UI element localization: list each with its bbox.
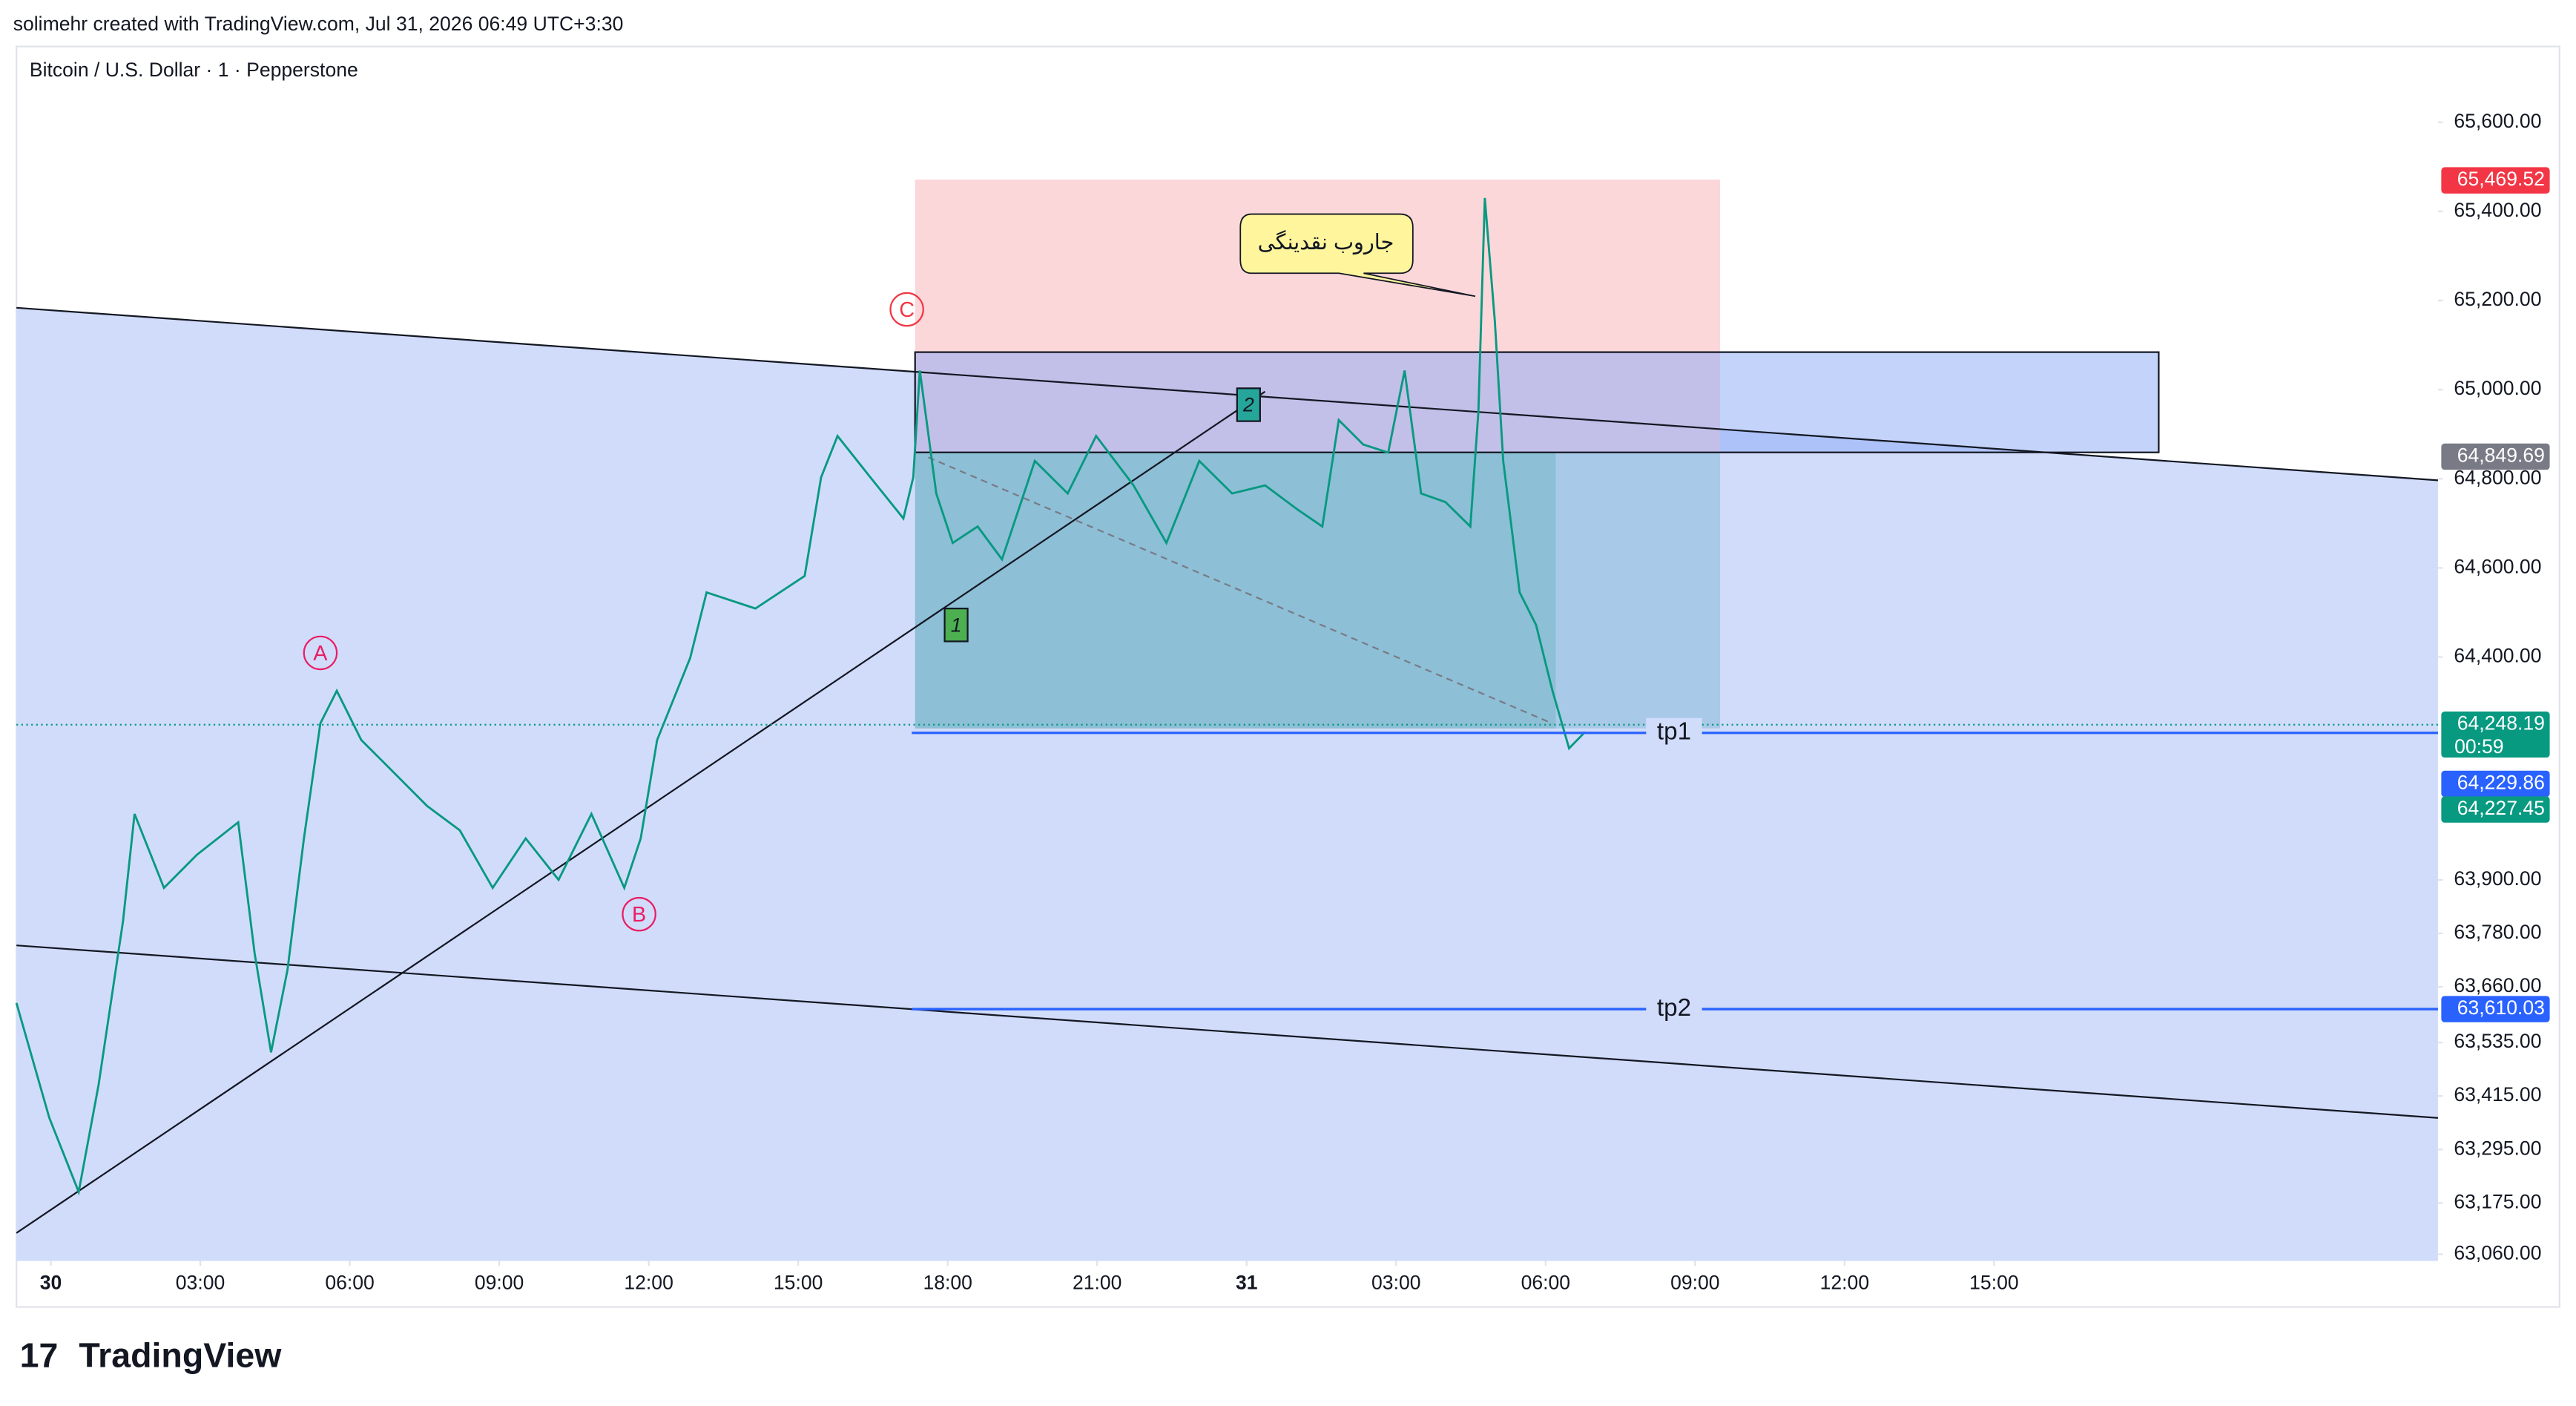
wave-label: A [313, 642, 328, 666]
x-tick-label: 30 [40, 1271, 62, 1293]
point-box [1236, 387, 1261, 422]
y-tick-label: 63,900.00 [2454, 867, 2541, 890]
x-tick-label: 12:00 [624, 1271, 673, 1293]
symbol: Bitcoin / U.S. Dollar · 1 · Pepperstone [30, 59, 358, 81]
position-zone [16, 307, 2438, 1261]
x-tick-label: 03:00 [1371, 1271, 1420, 1293]
x-tick-label: 31 [1236, 1271, 1258, 1293]
supply-box [914, 351, 2160, 453]
price-label: 65,469.52 [2457, 168, 2545, 190]
price-label-bg [2441, 712, 2550, 758]
price-label: 64,229.86 [2457, 771, 2545, 793]
y-tick-label: 64,400.00 [2454, 645, 2541, 667]
y-tick-label: 65,400.00 [2454, 199, 2541, 221]
x-tick-label: 21:00 [1073, 1271, 1121, 1293]
x-tick-label: 12:00 [1820, 1271, 1869, 1293]
x-tick-label: 06:00 [1521, 1271, 1570, 1293]
x-tick-label: 15:00 [774, 1271, 823, 1293]
credit: solimehr created with TradingView.com, J… [13, 13, 624, 35]
price-label-bg [2441, 770, 2550, 798]
logo: ⁠17 TradingView [20, 1336, 283, 1374]
wave-circle [889, 292, 924, 327]
target-label-bg [1646, 994, 1702, 1025]
y-tick-label: 65,000.00 [2454, 377, 2541, 399]
price-label-bg [2441, 796, 2550, 823]
profit-zone [1555, 452, 1721, 729]
wave-circle [622, 896, 656, 932]
callout [1239, 213, 1476, 298]
trend-line [16, 945, 2439, 1119]
trend-line [16, 390, 1266, 1234]
wave-circle [303, 635, 338, 671]
y-tick-label: 63,175.00 [2454, 1190, 2541, 1212]
y-tick-label: 65,600.00 [2454, 110, 2541, 132]
y-tick-label: 64,600.00 [2454, 555, 2541, 577]
point-label: 2 [1242, 394, 1254, 416]
price-label-bg [2441, 167, 2550, 194]
price-label-bg [2441, 443, 2550, 470]
x-tick-label: 15:00 [1969, 1271, 2018, 1293]
y-tick-label: 63,415.00 [2454, 1083, 2541, 1106]
countdown: 00:59 [2454, 735, 2503, 758]
price-label: 64,849.69 [2457, 444, 2545, 466]
callout-text: جاروب نقدینگی [1258, 230, 1394, 255]
wave-label: B [632, 903, 646, 927]
price-label: 64,248.19 [2457, 712, 2545, 735]
brand: TradingView [79, 1336, 282, 1374]
profit-fill [915, 452, 1556, 729]
x-tick-label: 09:00 [1670, 1271, 1719, 1293]
logo-mark: ⁠17 [20, 1336, 59, 1374]
price-label-bg [2441, 996, 2550, 1022]
price-line [15, 197, 1586, 1196]
target-label: tp1 [1657, 718, 1691, 746]
y-tick-label: 63,295.00 [2454, 1137, 2541, 1159]
x-tick-label: 18:00 [923, 1271, 972, 1293]
price-label: 63,610.03 [2457, 996, 2545, 1019]
dashed-line [927, 456, 1553, 725]
price-label: 64,227.45 [2457, 797, 2545, 819]
y-tick-label: 63,660.00 [2454, 974, 2541, 996]
x-tick-label: 09:00 [475, 1271, 524, 1293]
point-box [943, 608, 969, 643]
target-label-bg [1646, 717, 1702, 748]
wave-label: C [899, 298, 915, 322]
y-tick-label: 63,535.00 [2454, 1030, 2541, 1052]
y-tick-label: 64,800.00 [2454, 466, 2541, 488]
y-tick-label: 63,060.00 [2454, 1241, 2541, 1264]
x-tick-label: 03:00 [176, 1271, 225, 1293]
y-tick-label: 63,780.00 [2454, 921, 2541, 943]
y-tick-label: 65,200.00 [2454, 288, 2541, 310]
point-label: 1 [951, 614, 962, 637]
x-tick-label: 06:00 [325, 1271, 374, 1293]
trend-line [16, 306, 2439, 482]
target-label: tp2 [1657, 994, 1691, 1022]
